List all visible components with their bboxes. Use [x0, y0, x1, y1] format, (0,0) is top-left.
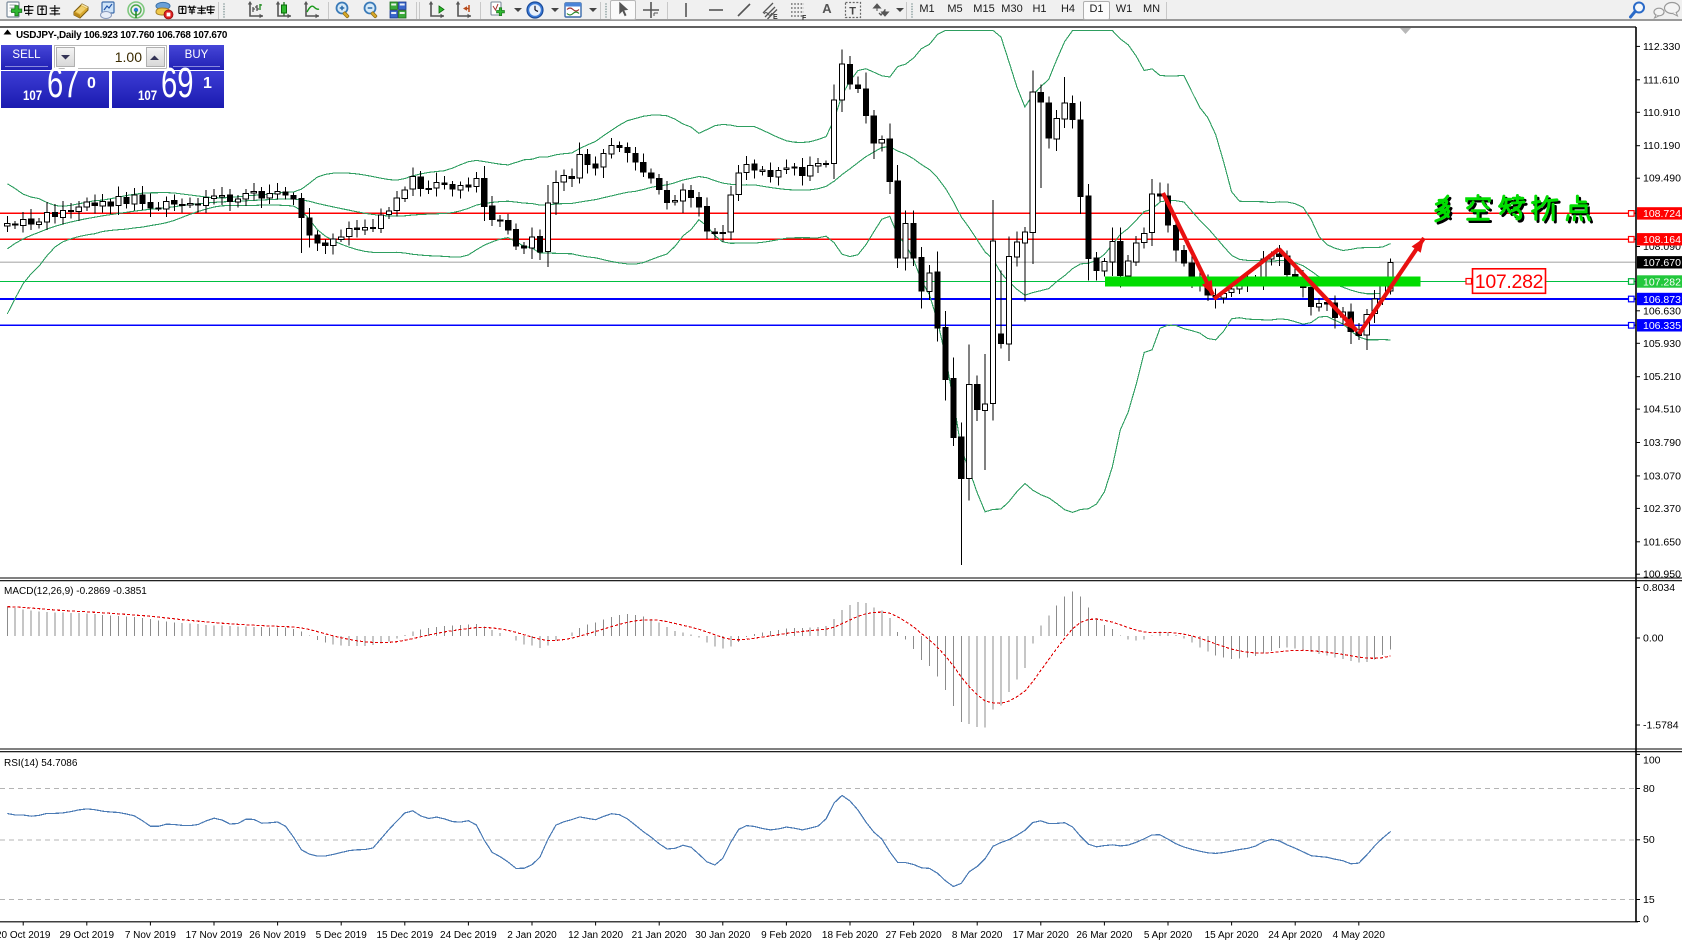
- svg-text:17 Nov 2019: 17 Nov 2019: [186, 930, 243, 941]
- svg-text:15 Dec 2019: 15 Dec 2019: [376, 930, 433, 941]
- svg-text:12 Jan 2020: 12 Jan 2020: [568, 930, 623, 941]
- svg-text:109.490: 109.490: [1643, 173, 1681, 185]
- svg-text:100.950: 100.950: [1643, 569, 1681, 581]
- svg-text:110.190: 110.190: [1643, 140, 1680, 152]
- svg-text:106.630: 106.630: [1643, 305, 1681, 317]
- svg-text:RSI(14) 54.7086: RSI(14) 54.7086: [4, 758, 78, 769]
- svg-text:105.930: 105.930: [1643, 338, 1681, 350]
- svg-text:18 Feb 2020: 18 Feb 2020: [822, 930, 879, 941]
- svg-text:0.00: 0.00: [1643, 633, 1664, 645]
- svg-text:104.510: 104.510: [1643, 404, 1681, 416]
- svg-text:9 Feb 2020: 9 Feb 2020: [761, 930, 812, 941]
- svg-text:24 Apr 2020: 24 Apr 2020: [1268, 930, 1322, 941]
- svg-text:15 Apr 2020: 15 Apr 2020: [1205, 930, 1259, 941]
- svg-text:107.282: 107.282: [1475, 271, 1543, 293]
- svg-text:108.724: 108.724: [1643, 208, 1681, 220]
- svg-text:20 Oct 2019: 20 Oct 2019: [0, 930, 51, 941]
- svg-text:17 Mar 2020: 17 Mar 2020: [1013, 930, 1070, 941]
- svg-text:2 Jan 2020: 2 Jan 2020: [507, 930, 557, 941]
- svg-text:0.8034: 0.8034: [1643, 582, 1675, 594]
- svg-text:100: 100: [1643, 755, 1661, 767]
- svg-text:5 Dec 2019: 5 Dec 2019: [316, 930, 368, 941]
- svg-text:USDJPY-,Daily 106.923 107.760: USDJPY-,Daily 106.923 107.760 106.768 10…: [16, 30, 228, 41]
- svg-text:112.330: 112.330: [1643, 41, 1680, 53]
- svg-text:4 May 2020: 4 May 2020: [1333, 930, 1386, 941]
- svg-text:27 Feb 2020: 27 Feb 2020: [886, 930, 943, 941]
- svg-text:105.210: 105.210: [1643, 371, 1681, 383]
- svg-text:5 Apr 2020: 5 Apr 2020: [1144, 930, 1193, 941]
- svg-text:106.335: 106.335: [1643, 320, 1681, 332]
- svg-text:50: 50: [1643, 834, 1655, 846]
- svg-text:15: 15: [1643, 894, 1655, 906]
- svg-text:24 Dec 2019: 24 Dec 2019: [440, 930, 497, 941]
- svg-text:30 Jan 2020: 30 Jan 2020: [695, 930, 750, 941]
- svg-text:E: E: [773, 14, 778, 21]
- svg-text:108.164: 108.164: [1643, 234, 1681, 246]
- svg-text:107.282: 107.282: [1643, 276, 1681, 288]
- svg-text:29 Oct 2019: 29 Oct 2019: [60, 930, 115, 941]
- svg-text:7 Nov 2019: 7 Nov 2019: [125, 930, 177, 941]
- svg-text:101.650: 101.650: [1643, 536, 1681, 548]
- svg-text:21 Jan 2020: 21 Jan 2020: [632, 930, 687, 941]
- svg-text:107.670: 107.670: [1643, 257, 1681, 269]
- svg-text:26 Nov 2019: 26 Nov 2019: [249, 930, 306, 941]
- svg-text:MACD(12,26,9) -0.2869 -0.3851: MACD(12,26,9) -0.2869 -0.3851: [4, 586, 147, 597]
- svg-text:F: F: [802, 15, 807, 21]
- svg-text:0: 0: [1643, 914, 1649, 926]
- svg-text:106.873: 106.873: [1643, 294, 1681, 306]
- svg-text:111.610: 111.610: [1643, 74, 1680, 86]
- svg-text:103.070: 103.070: [1643, 470, 1681, 482]
- svg-text:103.790: 103.790: [1643, 437, 1681, 449]
- svg-text:T: T: [849, 6, 856, 18]
- svg-text:80: 80: [1643, 783, 1655, 795]
- svg-text:-1.5784: -1.5784: [1643, 720, 1679, 732]
- svg-text:26 Mar 2020: 26 Mar 2020: [1076, 930, 1133, 941]
- svg-text:102.370: 102.370: [1643, 503, 1681, 515]
- svg-text:8 Mar 2020: 8 Mar 2020: [952, 930, 1003, 941]
- svg-text:110.910: 110.910: [1643, 107, 1680, 119]
